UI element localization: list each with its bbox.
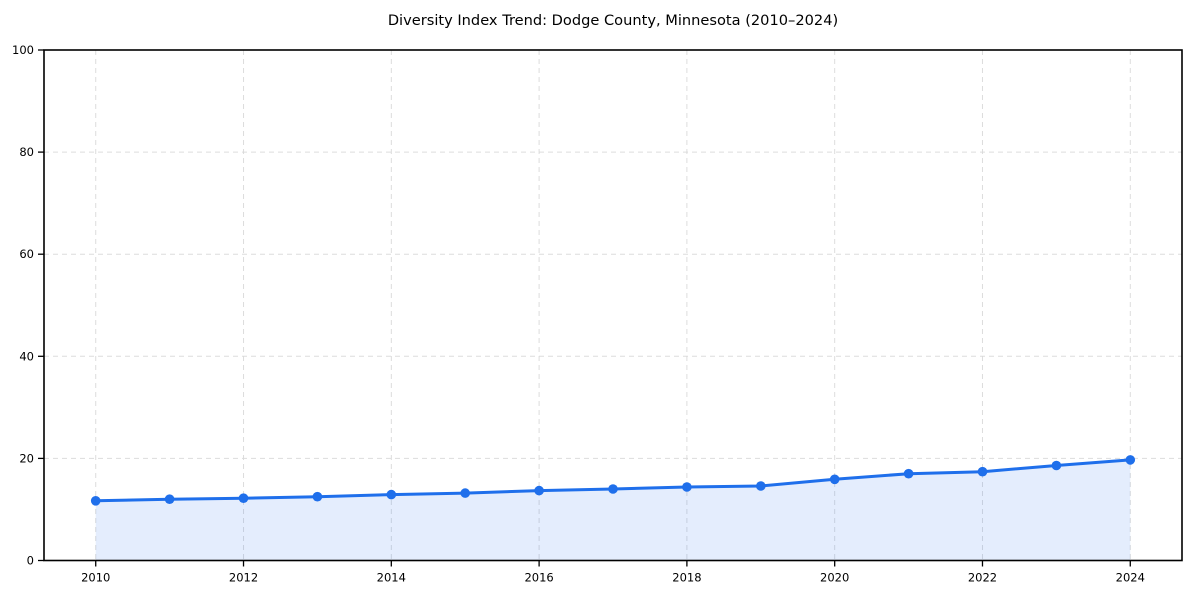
data-point-2021	[903, 468, 914, 479]
x-tick-label-2018: 2018	[672, 571, 701, 585]
data-point-2015	[460, 488, 471, 498]
y-tick-label-100: 100	[12, 43, 34, 57]
data-point-2019	[756, 481, 766, 491]
data-point-2011	[164, 494, 175, 505]
plot-border	[43, 49, 1183, 562]
data-point-2018	[682, 482, 692, 492]
data-point-2014	[386, 489, 397, 500]
x-tick-label-2010: 2010	[81, 571, 110, 585]
data-point-2012	[238, 493, 249, 504]
data-point-2016	[534, 485, 544, 496]
data-point-2022	[977, 466, 988, 477]
y-tick-label-0: 0	[27, 554, 34, 568]
y-tick-label-80: 80	[19, 145, 34, 159]
x-tick-label-2022: 2022	[968, 571, 997, 585]
data-point-2010	[90, 496, 101, 506]
chart-title: Diversity Index Trend: Dodge County, Min…	[387, 12, 839, 29]
area-fill	[95, 459, 1131, 561]
data-point-2023	[1051, 460, 1062, 471]
data-point-2013	[312, 491, 323, 502]
x-tick-label-2012: 2012	[229, 571, 258, 585]
data-point-2020	[829, 474, 840, 485]
y-tick-label-40: 40	[19, 349, 34, 363]
y-tick-label-60: 60	[19, 247, 34, 261]
y-tick-label-20: 20	[19, 451, 34, 465]
x-tick-label-2016: 2016	[524, 571, 553, 585]
x-tick-label-2024: 2024	[1116, 571, 1145, 585]
x-tick-label-2014: 2014	[377, 571, 406, 585]
x-tick-label-2020: 2020	[820, 571, 849, 585]
data-point-2024	[1125, 455, 1136, 465]
data-point-2017	[608, 484, 618, 494]
